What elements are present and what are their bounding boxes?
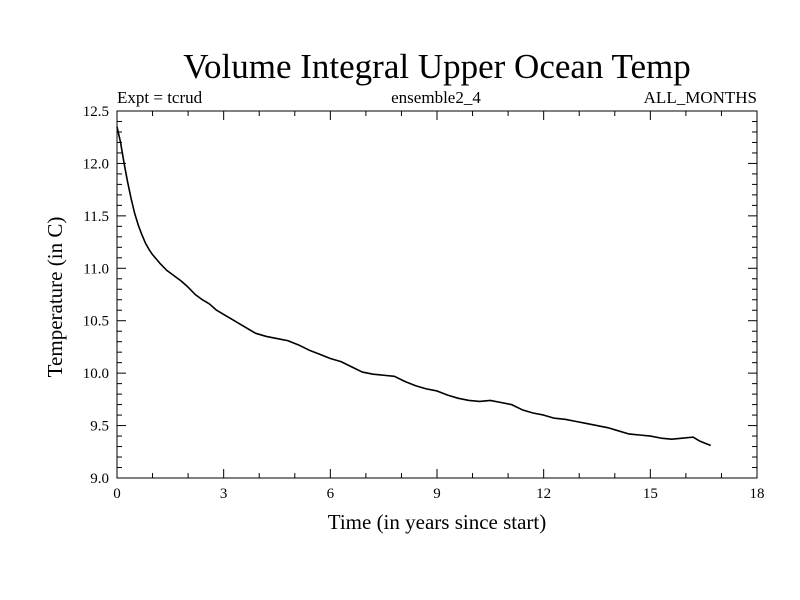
y-tick-label: 11.0 xyxy=(83,261,109,277)
tick-labels: 0 3 6 9 12 15 18 9.0 9.5 10.0 10.5 11.0 11.5 12.0 12.5 xyxy=(83,104,765,502)
x-tick-label: 18 xyxy=(750,486,765,502)
y-tick-label: 10.0 xyxy=(83,366,109,382)
x-tick-label: 15 xyxy=(643,486,658,502)
x-tick-label: 3 xyxy=(220,486,228,502)
subtitle-center: ensemble2_4 xyxy=(391,88,481,107)
y-tick-label: 9.5 xyxy=(90,419,109,435)
plot-frame xyxy=(116,110,758,479)
y-tick-label: 10.5 xyxy=(83,314,109,330)
y-tick-label: 12.5 xyxy=(83,104,109,120)
subtitle-right: ALL_MONTHS xyxy=(644,88,757,107)
chart-title: Volume Integral Upper Ocean Temp xyxy=(183,47,690,86)
y-tick-label: 11.5 xyxy=(83,209,109,225)
y-tick-label: 12.0 xyxy=(83,156,109,172)
x-tick-label: 6 xyxy=(327,486,335,502)
x-tick-label: 9 xyxy=(433,486,441,502)
axis-ticks xyxy=(116,110,758,479)
y-axis-label: Temperature (in C) xyxy=(43,217,67,378)
subtitle-left: Expt = tcrud xyxy=(117,88,203,107)
x-tick-label: 12 xyxy=(536,486,551,502)
y-tick-label: 9.0 xyxy=(90,471,109,487)
series-line xyxy=(116,126,712,447)
x-axis-label: Time (in years since start) xyxy=(328,510,547,534)
x-tick-label: 0 xyxy=(113,486,121,502)
